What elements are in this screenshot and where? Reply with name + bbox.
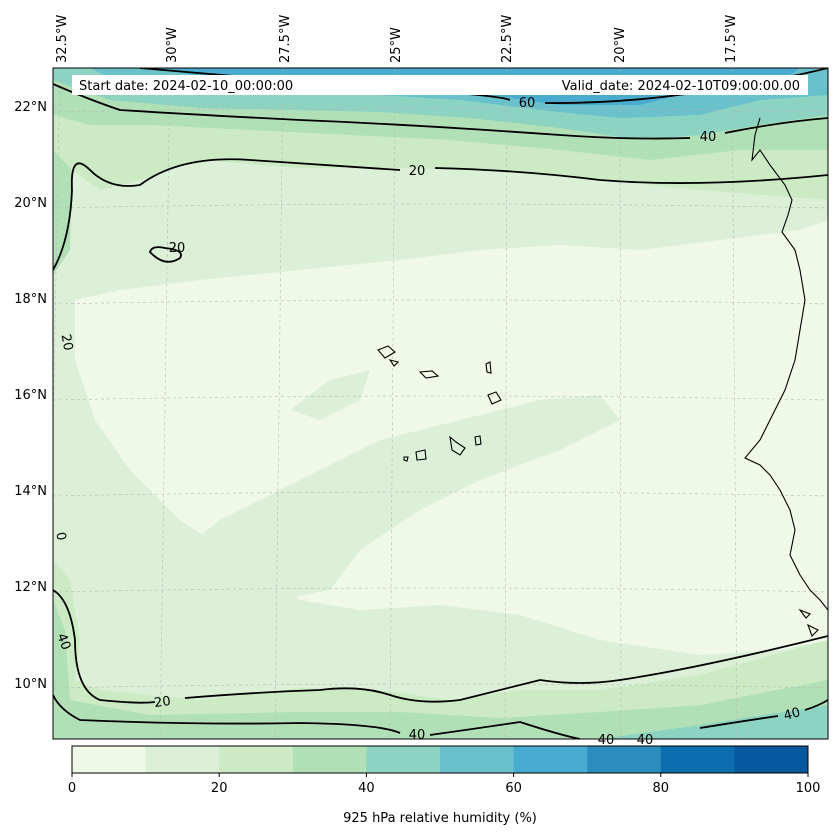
longitude-label: 32.5°W bbox=[55, 15, 70, 63]
island-sao-vicente bbox=[388, 359, 400, 367]
island-bijagos bbox=[807, 623, 819, 637]
gridline-lat bbox=[53, 203, 828, 209]
contour-40-north bbox=[53, 83, 828, 140]
colorbar-cell bbox=[513, 746, 588, 773]
colorbar-cells bbox=[72, 746, 809, 773]
longitude-label: 25°W bbox=[389, 27, 404, 63]
contour-label: 40 bbox=[409, 728, 426, 743]
colorbar-tick-label: 20 bbox=[211, 781, 228, 796]
colorbar-cell bbox=[734, 746, 809, 773]
longitude-label: 22.5°W bbox=[500, 15, 515, 63]
island-brava bbox=[403, 456, 409, 462]
contour-20-loop bbox=[148, 246, 182, 263]
gridline-lat bbox=[53, 587, 828, 593]
latitude-labels: 22°N 20°N 18°N 16°N 14°N 12°N 10°N bbox=[14, 100, 47, 692]
gridline-lat bbox=[53, 395, 828, 401]
humidity-band-40-50-south bbox=[600, 705, 828, 739]
contour-label: 20 bbox=[153, 694, 171, 711]
colorbar-cell bbox=[366, 746, 441, 773]
gridline-lon bbox=[159, 68, 171, 739]
contour-40-south bbox=[53, 694, 581, 739]
contour-label: 40 bbox=[782, 705, 802, 724]
island-santo-antao bbox=[377, 345, 396, 359]
colorbar-cell bbox=[72, 746, 147, 773]
latitude-label: 22°N bbox=[14, 100, 47, 115]
humidity-patch bbox=[290, 370, 370, 420]
latitude-label: 10°N bbox=[14, 677, 47, 692]
island-maio bbox=[474, 435, 482, 446]
island-bijagos bbox=[798, 608, 811, 619]
contour-label-group: 60 40 20 20 20 0 40 20 40 40 40 40 bbox=[52, 96, 802, 748]
contour-label: 20 bbox=[58, 333, 76, 352]
colorbar-cell bbox=[145, 746, 220, 773]
longitude-label: 20°W bbox=[613, 27, 628, 63]
gridline-lat bbox=[53, 683, 828, 689]
colorbar-cell bbox=[292, 746, 367, 773]
contour-label: 40 bbox=[598, 733, 615, 748]
contour-20-south bbox=[53, 589, 828, 704]
island-sao-nicolau bbox=[418, 370, 440, 379]
header-box bbox=[72, 75, 808, 95]
gridline-lon bbox=[504, 68, 508, 739]
contour-label: 40 bbox=[700, 130, 717, 145]
colorbar-tick-label: 40 bbox=[358, 781, 375, 796]
africa-coastline bbox=[744, 117, 828, 611]
latitude-label: 12°N bbox=[14, 580, 47, 595]
gridline-lat bbox=[53, 107, 828, 113]
colorbar-cell bbox=[219, 746, 294, 773]
contour-label: 0 bbox=[52, 531, 68, 542]
colorbar-cell bbox=[587, 746, 662, 773]
gridline-lon bbox=[731, 68, 738, 739]
island-sal bbox=[485, 361, 492, 374]
gridline-lat bbox=[53, 299, 828, 305]
gridlines bbox=[53, 68, 828, 739]
start-date-label: Start date: 2024-02-10_00:00:00 bbox=[79, 79, 293, 94]
longitude-label: 30°W bbox=[165, 27, 180, 63]
colorbar-cell bbox=[440, 746, 515, 773]
gridline-lon bbox=[274, 68, 284, 739]
coastlines bbox=[377, 117, 828, 637]
contour-20-north bbox=[53, 158, 828, 271]
contour-label: 40 bbox=[637, 733, 654, 748]
humidity-tongue bbox=[170, 395, 620, 600]
island-santiago bbox=[449, 435, 466, 456]
humidity-band-20-30-south bbox=[53, 560, 828, 739]
contour-label: 40 bbox=[53, 631, 73, 652]
contour-label: 20 bbox=[409, 164, 426, 179]
latitude-label: 20°N bbox=[14, 196, 47, 211]
plot-frame bbox=[52, 67, 829, 740]
valid-date-label: Valid_date: 2024-02-10T09:00:00.00 bbox=[562, 79, 800, 94]
colorbar-ticks: 0 20 40 60 80 100 bbox=[68, 773, 821, 796]
gridline-lon bbox=[389, 68, 396, 739]
colorbar-tick-label: 60 bbox=[505, 781, 522, 796]
colorbar-tick-label: 100 bbox=[796, 781, 821, 796]
contour-40-southeast bbox=[699, 699, 828, 729]
island-fogo bbox=[415, 449, 427, 461]
colorbar-tick-label: 0 bbox=[68, 781, 76, 796]
contour-label: 60 bbox=[519, 96, 536, 111]
colorbar: 0 20 40 60 80 100 925 hPa relative humidity (… bbox=[68, 745, 821, 826]
colorbar-title: 925 hPa relative humidity (%) bbox=[343, 811, 537, 826]
latitude-label: 16°N bbox=[14, 388, 47, 403]
gridline-lon bbox=[619, 68, 622, 739]
longitude-labels: 32.5°W 30°W 27.5°W 25°W 22.5°W 20°W 17.5… bbox=[55, 15, 739, 63]
contour-label: 20 bbox=[169, 241, 186, 256]
colorbar-tick-label: 80 bbox=[653, 781, 670, 796]
colorbar-frame bbox=[71, 745, 809, 774]
longitude-label: 17.5°W bbox=[724, 15, 739, 63]
longitude-label: 27.5°W bbox=[278, 15, 293, 63]
latitude-label: 14°N bbox=[14, 484, 47, 499]
island-boa-vista bbox=[487, 391, 502, 405]
colorbar-cell bbox=[660, 746, 735, 773]
latitude-label: 18°N bbox=[14, 292, 47, 307]
